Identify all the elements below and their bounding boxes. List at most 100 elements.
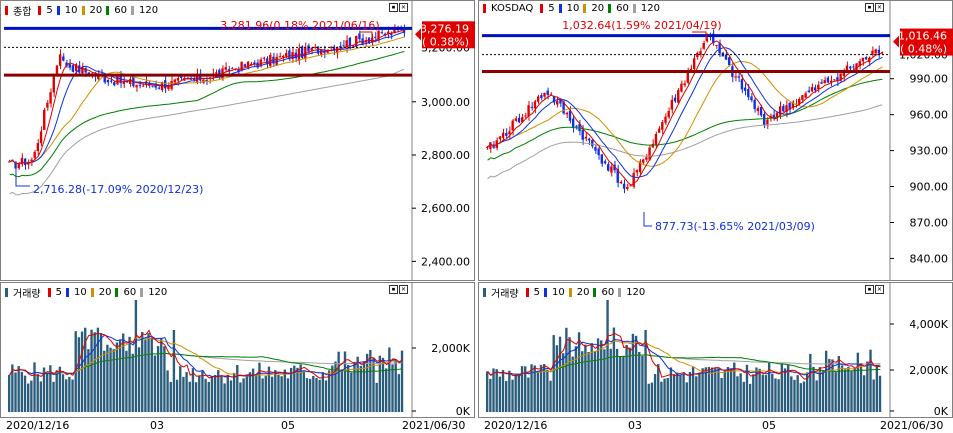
legend-square-icon (483, 4, 486, 13)
volume-bar (255, 374, 258, 412)
candle-body (33, 151, 36, 158)
close-icon[interactable]: ✕ (875, 3, 884, 12)
volume-bar (68, 376, 71, 412)
minimize-icon[interactable]: ▪ (389, 285, 398, 294)
candle-body (74, 64, 78, 72)
ma60-swatch (608, 4, 612, 13)
y-axis-tick-label: 870.00 (910, 216, 949, 229)
candle-body (565, 112, 568, 115)
volume-bar (628, 347, 631, 412)
volume-bar (520, 366, 524, 412)
volume-bar (210, 376, 214, 412)
candle-body (285, 53, 288, 57)
volume-bar (369, 350, 372, 412)
volume-bar (603, 349, 606, 412)
candle-body (62, 56, 65, 61)
candle-body (756, 108, 760, 112)
volume-bar (641, 355, 644, 412)
volume-bar (30, 380, 33, 412)
candle-body (313, 46, 317, 48)
ma60-swatch (115, 288, 119, 297)
candle-body (861, 57, 865, 62)
candle-body (486, 146, 489, 148)
kospi-volume-panel[interactable]: 거래량 5 10 20 60 120 ▪ ✕ 2,000K 0K (0, 282, 475, 418)
ma5-swatch (38, 6, 42, 15)
volume-bar (90, 329, 93, 412)
kosdaq-price-chart-panel[interactable]: KOSDAQ 5 10 20 60 120 ▪ ✕ 990.00 960.00 93… (478, 0, 953, 281)
ma10-swatch (65, 288, 69, 297)
candle-body (645, 157, 648, 160)
y-axis-tick-label: 0K (934, 405, 949, 418)
candle-body (307, 45, 310, 52)
volume-bar (65, 379, 68, 412)
minimize-icon[interactable]: ▪ (865, 285, 874, 294)
volume-bar (185, 372, 188, 412)
ma10-line (9, 31, 405, 165)
volume-bar (305, 378, 309, 412)
kosdaq-volume-bars[interactable]: 4,000K 2,000K 0K (478, 282, 953, 418)
volume-bar (587, 352, 590, 412)
volume-bar (274, 370, 277, 412)
kospi-price-chart-panel[interactable]: 종합 5 10 20 60 120 ▪ ✕ 3,000.00 2,800.00 2,… (0, 0, 475, 281)
date-end-label: 2021/06/30 (880, 419, 944, 432)
candle-body (157, 87, 161, 89)
ma120-line (487, 104, 883, 180)
volume-bar (362, 361, 366, 412)
candle-body (36, 143, 40, 151)
candle-body (49, 92, 52, 104)
candle-body (829, 80, 833, 83)
candle-body (578, 124, 581, 132)
kosdaq-volume-panel[interactable]: 거래량 5 10 20 60 120 ▪ ✕ 4,000K 2,000K 0K (478, 282, 953, 418)
candle-body (724, 54, 728, 60)
volume-bar (831, 359, 834, 412)
volume-bar (742, 381, 745, 412)
volume-bar (365, 353, 369, 412)
ma5-swatch (47, 288, 51, 297)
candle-body (801, 95, 804, 100)
volume-bar (289, 367, 293, 412)
close-icon[interactable]: ✕ (399, 3, 408, 12)
candle-body (380, 32, 383, 34)
volume-bar (647, 383, 650, 412)
low-price-annotation: 877.73(-13.65% 2021/03/09) (655, 220, 815, 233)
volume-bar (767, 362, 771, 412)
volume-bar (122, 333, 125, 412)
ma120-label: 120 (626, 287, 646, 298)
candle-body (743, 87, 747, 91)
candle-body (205, 79, 208, 81)
volume-bar (242, 378, 245, 412)
kosdaq-candlestick-plot[interactable]: 990.00960.00930.00900.00870.00840.001,02… (478, 0, 953, 281)
minimize-icon[interactable]: ▪ (389, 3, 398, 12)
candle-body (635, 170, 639, 173)
volume-bar (280, 376, 283, 412)
candle-body (664, 116, 667, 123)
volume-bar (112, 349, 115, 412)
y-axis-tick-label: 840.00 (910, 252, 949, 265)
volume-bar (644, 330, 647, 412)
volume-bar (39, 381, 43, 412)
volume-bar (774, 378, 777, 412)
volume-bar (809, 353, 812, 412)
candle-body (839, 73, 842, 81)
volume-bar (752, 374, 755, 412)
volume-bar (264, 376, 267, 412)
kospi-volume-bars[interactable]: 2,000K 0K (0, 282, 475, 418)
close-icon[interactable]: ✕ (875, 285, 884, 294)
volume-bar (856, 352, 860, 412)
volume-bar (669, 367, 673, 412)
volume-bar (324, 380, 328, 412)
volume-bar (546, 369, 549, 412)
y-axis-tick-label: 3,000.00 (421, 96, 470, 109)
volume-bar (710, 367, 714, 412)
minimize-icon[interactable]: ▪ (865, 3, 874, 12)
kospi-candlestick-plot[interactable]: 3,000.002,800.002,600.002,400.003,200.00… (0, 0, 475, 281)
volume-bar (160, 338, 163, 412)
candle-body (237, 69, 240, 73)
candle-body (740, 79, 744, 90)
volume-bar (384, 368, 388, 412)
close-icon[interactable]: ✕ (399, 285, 408, 294)
volume-bar (793, 379, 796, 412)
ma20-line (487, 60, 883, 167)
volume-bar (691, 367, 695, 412)
volume-bar (381, 357, 385, 412)
